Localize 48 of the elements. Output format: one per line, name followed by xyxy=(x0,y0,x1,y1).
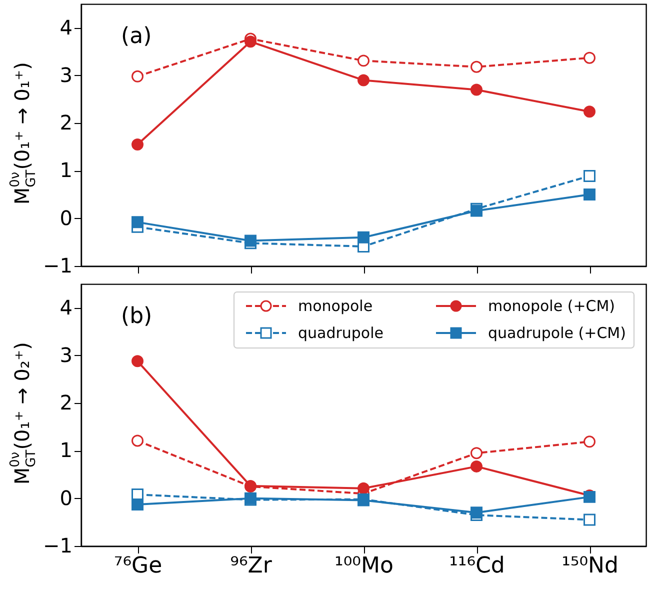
point xyxy=(584,52,596,64)
x-tick-label: ¹¹⁶Cd xyxy=(449,554,505,578)
y-tick-label: 3 xyxy=(60,62,72,87)
point xyxy=(584,106,596,118)
y-tick-label: 3 xyxy=(60,342,72,367)
point xyxy=(132,434,144,447)
point xyxy=(584,188,596,201)
y-tick-label: −1 xyxy=(43,254,72,278)
point xyxy=(358,74,370,86)
y-tick-label: −1 xyxy=(43,534,72,558)
point xyxy=(132,138,144,151)
legend-label: quadrupole xyxy=(298,324,384,342)
point xyxy=(244,36,256,48)
y-tick-label: 0 xyxy=(60,206,72,230)
point xyxy=(132,355,144,368)
annotation: (b) xyxy=(121,304,152,329)
legend-label: monopole (+CM) xyxy=(488,297,616,315)
y-tick-label: 4 xyxy=(60,295,72,320)
point xyxy=(470,447,482,460)
point xyxy=(584,514,596,526)
y-tick-label: 2 xyxy=(60,110,72,135)
y-tick-label: 2 xyxy=(60,390,72,415)
point xyxy=(470,60,482,73)
point xyxy=(132,216,144,228)
point xyxy=(132,498,144,511)
x-tick-label: ⁷⁶Ge xyxy=(114,554,162,578)
point xyxy=(132,70,144,82)
point xyxy=(470,506,482,519)
y-tick-label: 4 xyxy=(60,15,72,40)
annotation: (a) xyxy=(121,24,152,49)
y-axis-title: MGT0ν(0₁⁺ → 0₁⁺) xyxy=(8,62,39,205)
legend-label: monopole xyxy=(298,297,373,315)
point xyxy=(244,234,256,247)
point xyxy=(358,231,370,244)
x-tick-label: ¹⁵⁰Nd xyxy=(562,554,618,578)
point xyxy=(470,84,482,96)
point xyxy=(470,460,482,472)
x-tick-label: ⁹⁶Zr xyxy=(230,554,273,578)
point xyxy=(358,54,370,67)
point xyxy=(358,482,370,494)
point xyxy=(584,170,596,182)
y-tick-label: 0 xyxy=(60,486,72,510)
x-tick-label: ¹⁰⁰Mo xyxy=(334,554,394,578)
y-tick-label: 1 xyxy=(60,158,72,182)
legend-label: quadrupole (+CM) xyxy=(488,324,626,342)
point xyxy=(584,436,596,448)
y-tick-label: 1 xyxy=(60,438,72,462)
y-axis-title: MGT0ν(0₁⁺ → 0₂⁺) xyxy=(8,342,39,485)
